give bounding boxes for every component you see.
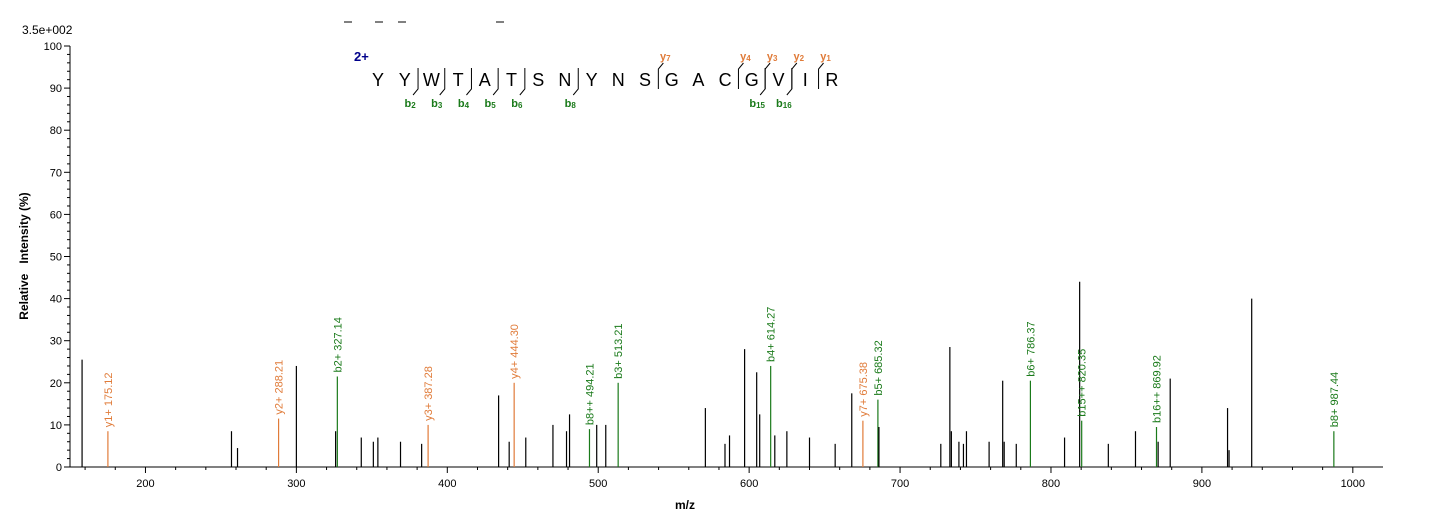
- y-ion-label: y2: [794, 51, 805, 63]
- y-fragment-bracket: [764, 62, 771, 89]
- residue: N: [612, 70, 625, 90]
- peak-label: b5+ 685.32: [873, 340, 885, 395]
- y-ion-label: y3: [767, 51, 778, 63]
- b-ion-label: b3: [431, 98, 443, 110]
- b-ion-label: b4: [458, 98, 470, 110]
- residue: I: [803, 70, 808, 90]
- x-tick-label: 600: [740, 478, 758, 490]
- residue: T: [506, 70, 517, 90]
- y-tick-label: 50: [50, 252, 62, 264]
- y-axis-label: Relative Intensity (%): [17, 192, 31, 319]
- b-fragment-bracket: [786, 68, 793, 96]
- peak-label: b3+ 513.21: [613, 323, 625, 378]
- x-tick-label: 200: [136, 478, 154, 490]
- y-fragment-bracket: [818, 62, 824, 89]
- b-ion-label: b16: [776, 98, 792, 110]
- b-fragment-bracket: [412, 68, 419, 96]
- axes: [69, 46, 1383, 468]
- peak-label: b8+ 987.44: [1329, 372, 1341, 427]
- y-tick-label: 10: [50, 420, 62, 432]
- y-fragment-bracket: [657, 62, 664, 89]
- b-fragment-bracket: [759, 68, 766, 96]
- x-axis-ticks: 200 300 400 500 600 700 800 900 1000: [84, 467, 1365, 490]
- y-tick-label: 30: [50, 336, 62, 348]
- residue: W: [423, 70, 440, 90]
- peak-label: y3+ 387.28: [423, 366, 435, 421]
- y-ion-label: y7: [660, 51, 671, 63]
- y-axis-ticks: 0 10 20 30 40 50 60 70 80 90 100: [44, 41, 70, 474]
- y-tick-label: 90: [50, 83, 62, 95]
- y-ion-label: y1: [820, 51, 831, 63]
- b-ion-label: b15: [749, 98, 765, 110]
- peak-label: b15++ 820.35: [1077, 349, 1089, 417]
- b-ion-label: b5: [485, 98, 497, 110]
- peak-label: b4+ 614.27: [766, 307, 778, 362]
- b-fragment-bracket: [492, 68, 499, 96]
- y-tick-label: 60: [50, 209, 62, 221]
- x-axis-label: m/z: [675, 498, 695, 512]
- y-fragment-bracket: [791, 62, 798, 89]
- b-ion-label: b2: [404, 98, 416, 110]
- residue: V: [772, 70, 784, 90]
- x-tick-label: 300: [287, 478, 305, 490]
- y-ion-label: y4: [740, 51, 751, 63]
- residue: C: [719, 70, 732, 90]
- x-tick-label: 500: [589, 478, 607, 490]
- y-tick-label: 20: [50, 378, 62, 390]
- x-tick-label: 900: [1193, 478, 1211, 490]
- b-ion-label: b8: [565, 98, 577, 110]
- b-fragment-bracket: [466, 68, 472, 96]
- y-fragment-bracket: [737, 62, 744, 89]
- residue: A: [692, 70, 704, 90]
- scale-label: 3.5e+002: [22, 23, 73, 37]
- y-tick-label: 70: [50, 167, 62, 179]
- residue: Y: [586, 70, 598, 90]
- b-fragment-bracket: [519, 68, 526, 96]
- residue: G: [665, 70, 679, 90]
- y-tick-label: 80: [50, 125, 62, 137]
- x-tick-label: 1000: [1341, 478, 1365, 490]
- y-tick-label: 40: [50, 294, 62, 306]
- residue: G: [745, 70, 759, 90]
- peak-label: y7+ 675.38: [858, 362, 870, 417]
- residue: Y: [372, 70, 384, 90]
- charge-label: 2+: [354, 49, 369, 64]
- residue: T: [453, 70, 464, 90]
- x-tick-label: 700: [891, 478, 909, 490]
- b-fragment-bracket: [572, 68, 579, 96]
- peak-label: b6+ 786.37: [1025, 321, 1037, 376]
- y-tick-label: 100: [44, 41, 62, 53]
- x-tick-label: 400: [438, 478, 456, 490]
- residue: N: [558, 70, 571, 90]
- residue: R: [825, 70, 838, 90]
- peak-labels: y1+ 175.12 y2+ 288.21 b2+ 327.14 y3+ 387.28…: [103, 307, 1341, 428]
- x-tick-label: 800: [1042, 478, 1060, 490]
- peak-label: y4+ 444.30: [509, 324, 521, 379]
- peak-label: b8++ 494.21: [584, 363, 596, 425]
- residue: S: [639, 70, 651, 90]
- peak-label: y1+ 175.12: [103, 372, 115, 427]
- residue: S: [532, 70, 544, 90]
- residue: Y: [399, 70, 411, 90]
- peaks: [81, 281, 1335, 467]
- peak-label: b2+ 327.14: [332, 317, 344, 372]
- b-fragment-bracket: [439, 68, 446, 96]
- peak-label: y2+ 288.21: [274, 360, 286, 415]
- residue: A: [479, 70, 491, 90]
- peak-label: b16++ 869.92: [1152, 355, 1164, 423]
- y-tick-label: 0: [56, 462, 62, 474]
- b-ion-label: b6: [511, 98, 523, 110]
